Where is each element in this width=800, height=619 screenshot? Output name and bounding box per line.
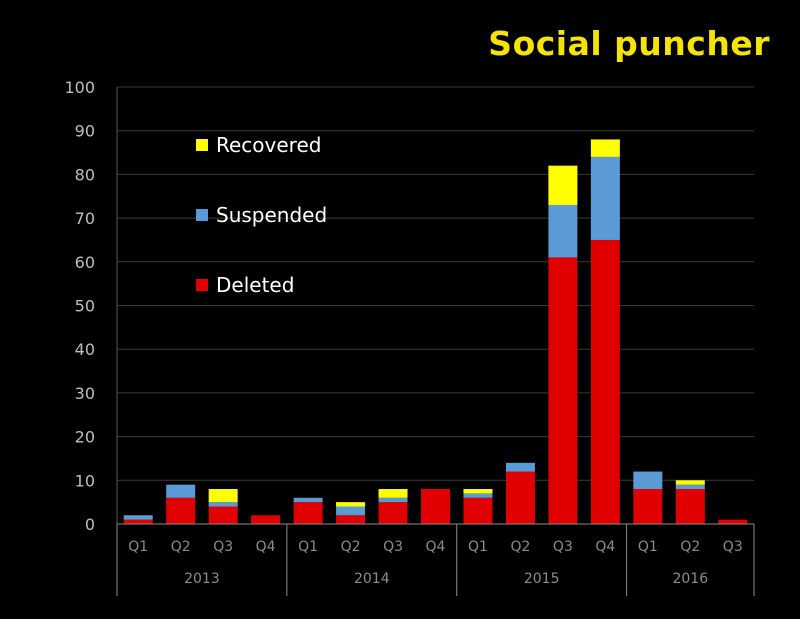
bar-deleted-2: [208, 506, 238, 524]
x-group-label: 2013: [184, 571, 220, 587]
bar-suspended-13: [675, 484, 705, 490]
bar-suspended-12: [633, 471, 663, 490]
y-tick-label: 40: [75, 340, 95, 359]
bar-recovered-10: [548, 165, 578, 205]
bar-recovered-2: [208, 489, 238, 503]
bar-suspended-11: [590, 156, 620, 240]
x-tick-label: Q2: [680, 539, 700, 555]
bar-deleted-8: [463, 497, 493, 524]
y-tick-label: 100: [64, 78, 95, 97]
legend-swatch-deleted: [196, 279, 208, 291]
bar-deleted-4: [293, 502, 323, 524]
bar-deleted-6: [378, 502, 408, 524]
y-tick-label: 70: [75, 209, 95, 228]
bar-deleted-12: [633, 489, 663, 524]
bar-deleted-3: [251, 515, 281, 524]
x-tick-label: Q1: [298, 539, 318, 555]
legend-swatch-suspended: [196, 209, 208, 221]
bar-suspended-0: [123, 515, 153, 520]
y-axis-ticks: 0 10 20 30 40 50 60 70 80 90 100: [64, 78, 95, 534]
bar-recovered-11: [590, 139, 620, 157]
y-tick-label: 30: [75, 384, 95, 403]
legend-item-deleted: Deleted: [196, 273, 294, 297]
y-tick-label: 10: [75, 471, 95, 490]
bar-suspended-9: [505, 462, 535, 472]
bar-deleted-1: [166, 497, 196, 524]
x-tick-label: Q3: [553, 539, 573, 555]
bar-suspended-5: [336, 506, 366, 516]
bar-deleted-11: [590, 239, 620, 524]
bar-deleted-7: [421, 489, 450, 524]
x-tick-label: Q4: [426, 539, 446, 555]
x-tick-label: Q2: [510, 539, 530, 555]
bar-suspended-6: [378, 497, 408, 503]
x-tick-label: Q1: [468, 539, 488, 555]
y-tick-label: 0: [85, 515, 95, 534]
bar-suspended-8: [463, 493, 493, 498]
bar-deleted-0: [123, 519, 153, 524]
bars: [123, 139, 748, 524]
legend-label-deleted: Deleted: [216, 273, 295, 297]
bar-deleted-5: [336, 515, 366, 524]
x-tick-label: Q1: [638, 539, 658, 555]
gridlines: [116, 86, 754, 524]
x-axis: Q1 Q2 Q3 Q4 Q1 Q2 Q3 Q4 Q1 Q2 Q3 Q4 Q1 Q2 Q3 2013 2014 20…: [116, 523, 755, 596]
bar-recovered-6: [378, 489, 408, 498]
bar-recovered-5: [336, 502, 366, 507]
bar-deleted-13: [675, 489, 705, 524]
x-tick-label: Q4: [595, 539, 615, 555]
bar-suspended-1: [166, 484, 196, 498]
legend-label-recovered: Recovered: [216, 133, 322, 157]
x-tick-label: Q2: [341, 539, 361, 555]
bar-recovered-8: [463, 489, 493, 494]
y-tick-label: 50: [75, 297, 95, 316]
x-tick-label: Q3: [383, 539, 403, 555]
y-tick-label: 80: [75, 165, 95, 184]
bar-recovered-13: [675, 480, 705, 485]
x-tick-label: Q1: [128, 539, 148, 555]
social-puncher-logo: Social puncher: [488, 24, 770, 63]
y-tick-label: 60: [75, 253, 95, 272]
bar-deleted-10: [548, 257, 578, 524]
x-tick-label: Q2: [171, 539, 191, 555]
x-group-label: 2015: [524, 571, 560, 587]
x-group-label: 2014: [354, 571, 390, 587]
x-tick-label: Q3: [723, 539, 743, 555]
bar-suspended-10: [548, 204, 578, 258]
x-tick-label: Q4: [256, 539, 276, 555]
x-tick-label: Q3: [213, 539, 233, 555]
bar-suspended-4: [293, 497, 323, 503]
bar-deleted-14: [718, 519, 748, 524]
bar-deleted-9: [505, 471, 535, 524]
bar-suspended-2: [208, 502, 238, 507]
legend-swatch-recovered: [196, 139, 208, 151]
legend-item-suspended: Suspended: [196, 203, 327, 227]
legend-label-suspended: Suspended: [216, 203, 328, 227]
x-group-label: 2016: [672, 571, 708, 587]
legend-item-recovered: Recovered: [196, 133, 321, 157]
y-tick-label: 90: [75, 122, 95, 141]
y-tick-label: 20: [75, 428, 95, 447]
